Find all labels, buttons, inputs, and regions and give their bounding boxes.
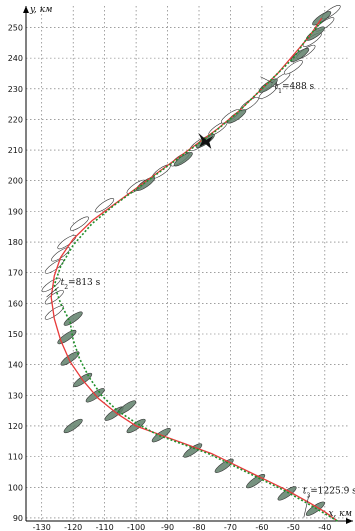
x-tick-label: -100: [127, 523, 145, 531]
error-ellipse-filled: [63, 418, 83, 434]
annotation-leader: [46, 286, 59, 298]
error-ellipse-filled: [290, 47, 310, 63]
x-tick-label: -50: [287, 523, 300, 531]
y-axis-arrow: [23, 6, 29, 13]
aircraft-marker: [198, 132, 214, 149]
aircraft-icon: [198, 132, 214, 149]
y-tick-label: 90: [13, 514, 23, 523]
y-tick-label: 130: [8, 391, 23, 400]
time-annotation: t3=1225.9 s: [303, 486, 355, 499]
y-tick-label: 110: [8, 453, 23, 462]
x-tick-label: -80: [192, 523, 205, 531]
x-tick-label: -60: [255, 523, 268, 531]
y-tick-label: 250: [8, 23, 23, 32]
error-ellipse-filled: [136, 176, 156, 191]
y-tick-label: 120: [8, 422, 23, 431]
axes: y, км x, км: [23, 5, 353, 524]
x-axis-arrow: [346, 518, 353, 524]
x-tick-label: -120: [64, 523, 82, 531]
annotations: t1=488 s t2=813 s t3=1225.9 s: [46, 76, 355, 518]
y-tick-label: 210: [8, 146, 23, 155]
series-line-green: [53, 20, 338, 522]
annotation-leader: [303, 495, 310, 518]
y-tick-label: 100: [8, 483, 23, 492]
x-tick-label: -110: [96, 523, 114, 531]
y-tick-label: 190: [8, 207, 23, 216]
x-tick-label: -70: [224, 523, 237, 531]
error-ellipse-filled: [63, 311, 83, 326]
error-ellipse-empty: [44, 290, 64, 305]
error-ellipse-filled: [173, 152, 193, 167]
x-axis-label: x, км: [328, 509, 352, 519]
y-tick-label: 230: [8, 85, 23, 94]
y-tick-label: 180: [8, 238, 23, 247]
tick-labels: 90 100 110 120 130 140 150 160 170 180 190 200 210 22…: [8, 23, 332, 531]
error-ellipses: [41, 4, 341, 516]
x-tick-label: -40: [318, 523, 331, 531]
time-annotation: t1=488 s: [275, 82, 315, 95]
y-tick-label: 140: [8, 361, 23, 370]
series-lines: [50, 17, 338, 522]
error-ellipse-empty: [283, 60, 303, 75]
error-ellipse-empty: [69, 216, 89, 231]
grid: [26, 6, 350, 521]
y-tick-label: 160: [8, 299, 23, 308]
y-tick-label: 170: [8, 269, 23, 278]
y-tick-label: 200: [8, 177, 23, 186]
time-annotation: t2=813 s: [61, 278, 101, 291]
y-axis-label: y, км: [29, 5, 52, 15]
x-tick-label: -90: [161, 523, 174, 531]
error-ellipse-filled: [312, 11, 332, 26]
x-tick-label: -130: [33, 523, 51, 531]
y-tick-label: 150: [8, 330, 23, 339]
annotation-leader: [260, 76, 273, 84]
y-tick-label: 240: [8, 54, 23, 63]
y-tick-label: 220: [8, 115, 23, 124]
error-ellipse-empty: [95, 198, 115, 213]
